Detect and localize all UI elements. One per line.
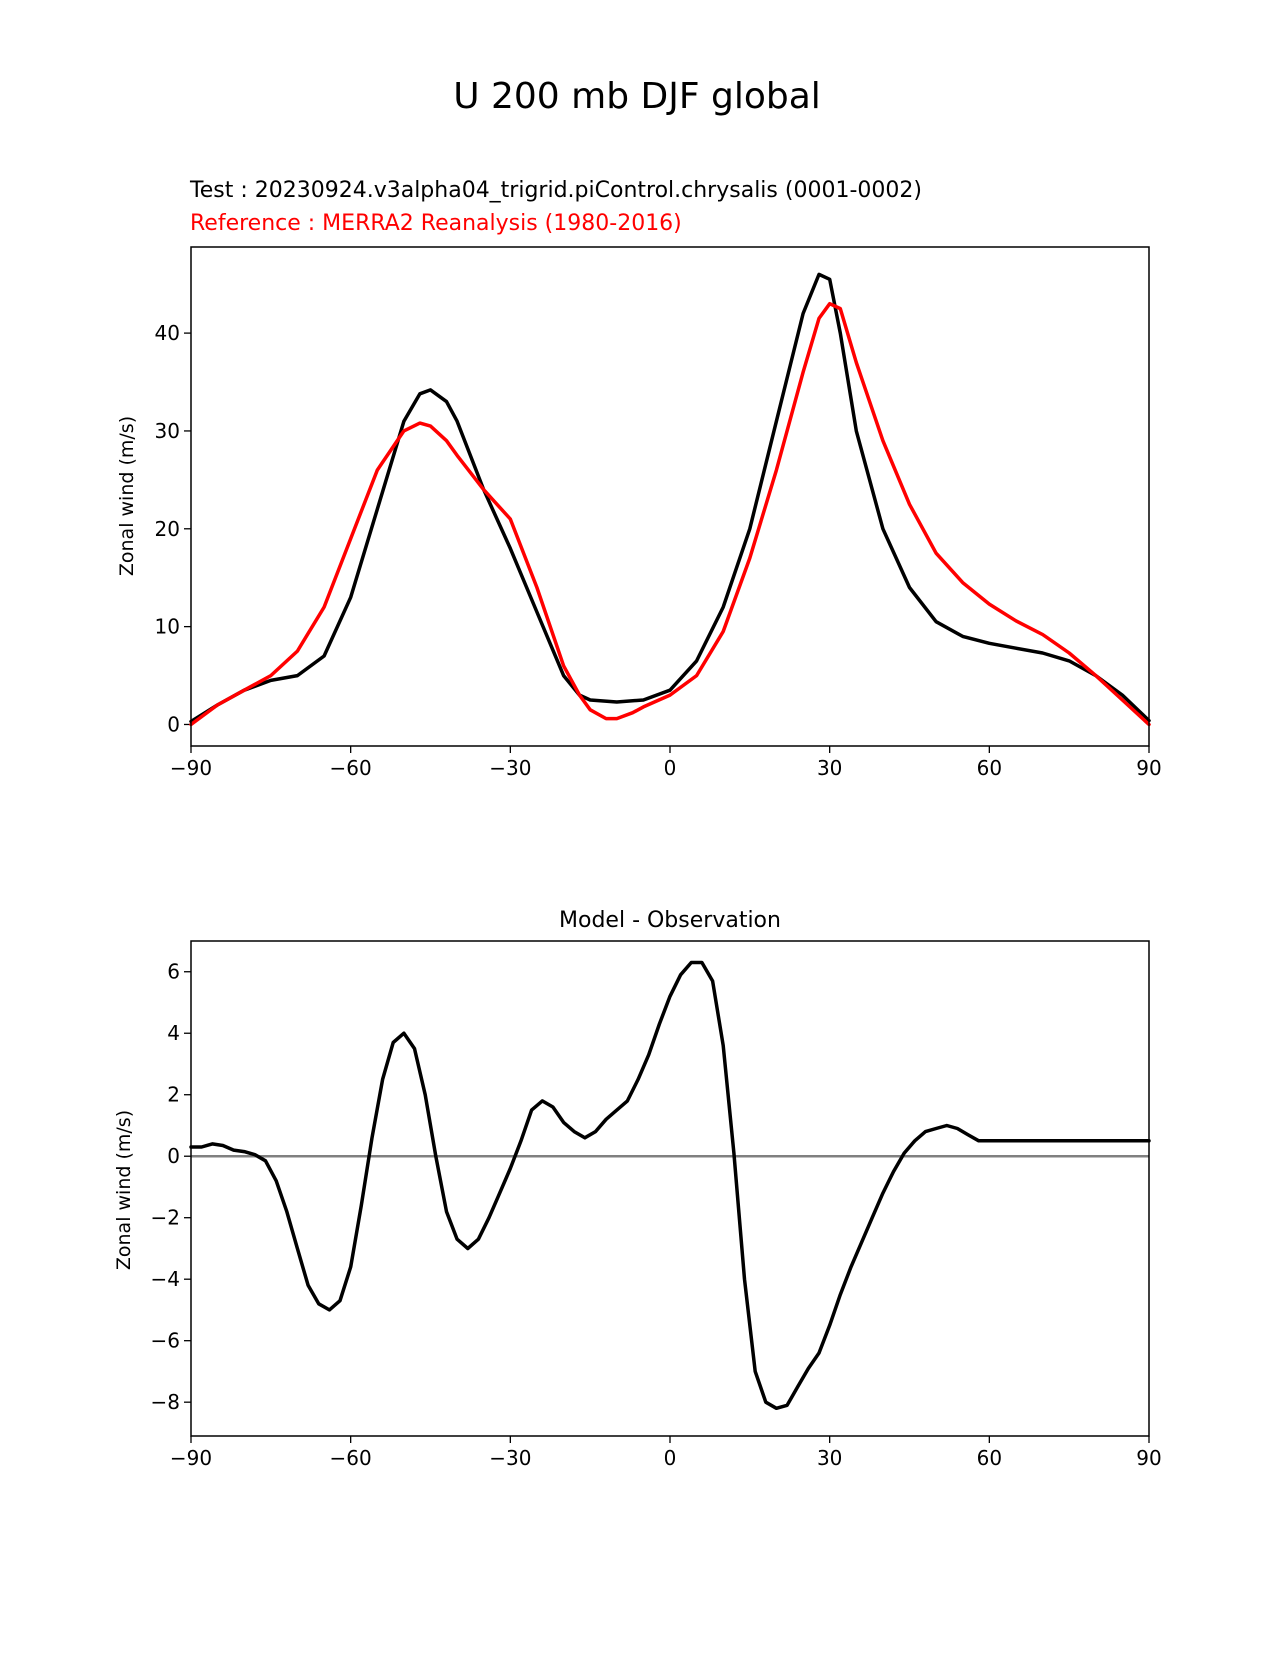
bottom-x-tick-label: −30 [489, 1446, 531, 1470]
bottom-x-tick-label: 60 [977, 1446, 1002, 1470]
difference-series-line [189, 960, 1151, 1411]
bottom-chart-title: Model - Observation [559, 908, 781, 933]
top-y-tick-label: 30 [155, 419, 180, 443]
bottom-x-tick-label: −90 [170, 1446, 212, 1470]
top-chart: Test : 20230924.v3alpha04_trigrid.piCont… [116, 178, 1162, 780]
top-x-tick-label: 30 [817, 756, 842, 780]
top-y-axis-label: Zonal wind (m/s) [116, 416, 138, 576]
top-x-tick-label: −30 [489, 756, 531, 780]
bottom-axes-frame [190, 940, 1150, 1437]
top-y-tick-label: 0 [167, 712, 180, 736]
top-y-tick-label: 10 [155, 615, 180, 639]
top-y-tick-label: 40 [155, 321, 180, 345]
reference-series-line [189, 301, 1151, 727]
bottom-y-tick-label: −8 [151, 1390, 180, 1414]
bottom-chart: Model - Observation Zonal wind (m/s) −90… [113, 908, 1162, 1470]
top-x-tick-label: 60 [977, 756, 1002, 780]
top-x-tick-label: 90 [1136, 756, 1161, 780]
bottom-x-tick-label: 0 [664, 1446, 677, 1470]
bottom-y-tick-label: −2 [151, 1206, 180, 1230]
bottom-y-tick-label: −6 [151, 1329, 180, 1353]
top-axes-frame [190, 246, 1150, 747]
bottom-x-tick-label: −60 [330, 1446, 372, 1470]
bottom-x-tick-label: 90 [1136, 1446, 1161, 1470]
bottom-y-tick-label: 2 [167, 1083, 180, 1107]
bottom-y-tick-label: 6 [167, 960, 180, 984]
top-plot-layer: −90 −60 −30 0 30 60 90 0 10 20 30 40 [155, 272, 1162, 780]
top-y-tick-label: 20 [155, 517, 180, 541]
top-x-tick-label: 0 [664, 756, 677, 780]
figure-title: U 200 mb DJF global [453, 76, 821, 117]
top-x-tick-label: −90 [170, 756, 212, 780]
bottom-y-tick-label: 0 [167, 1144, 180, 1168]
bottom-y-tick-label: 4 [167, 1021, 180, 1045]
bottom-y-tick-label: −4 [151, 1267, 180, 1291]
bottom-plot-layer: −90 −60 −30 0 30 60 90 −8 −6 −4 −2 0 2 4 6 [151, 960, 1162, 1470]
top-x-tick-label: −60 [330, 756, 372, 780]
reference-subtitle: Reference : MERRA2 Reanalysis (1980-2016… [190, 211, 682, 236]
test-series-line [189, 272, 1151, 724]
test-subtitle: Test : 20230924.v3alpha04_trigrid.piCont… [189, 178, 922, 203]
bottom-y-axis-label: Zonal wind (m/s) [113, 1110, 135, 1270]
bottom-x-tick-label: 30 [817, 1446, 842, 1470]
